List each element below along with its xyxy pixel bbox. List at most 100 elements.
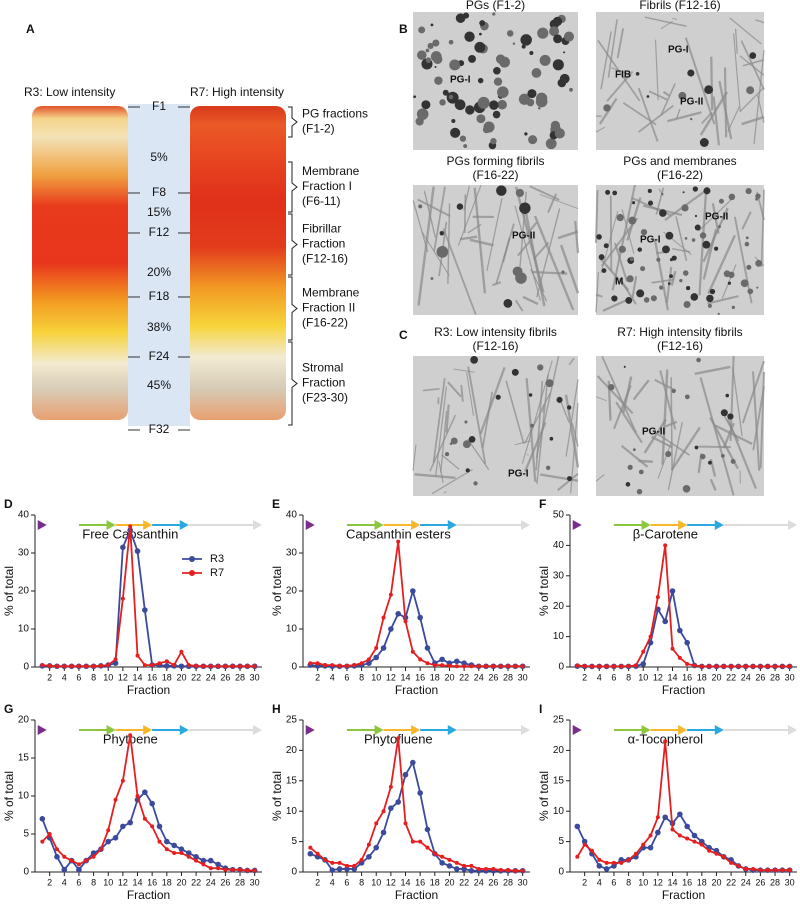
data-point [54,854,60,860]
y-axis-label: % of total [537,566,551,616]
x-tick-label: 2 [315,877,320,887]
y-tick-label: 25 [286,715,298,726]
data-point [691,832,698,839]
em-texture [499,56,510,68]
x-tick-label: 12 [386,877,396,887]
data-point [417,790,423,796]
series-line [576,741,790,872]
em-texture [553,34,563,44]
em-texture [718,198,724,204]
data-point [707,848,712,853]
data-point [655,595,660,600]
em-texture [497,99,507,110]
em-texture [545,138,557,150]
data-point [388,592,393,597]
data-point [619,664,624,669]
em-texture [665,420,678,428]
em-texture [726,418,757,490]
chart-title: β-Carotene [633,526,698,541]
y-tick-label: 20 [553,601,565,612]
legend-label: R3 [210,553,224,565]
em-texture [511,368,519,376]
data-point [684,823,690,830]
x-tick-label: 4 [597,672,602,682]
x-tick-label: 30 [518,877,528,887]
em-texture [442,89,449,96]
data-point [418,839,423,844]
series-line [41,735,255,872]
em-texture [667,421,683,491]
data-point [417,614,423,621]
em-texture [648,90,668,101]
em-texture [514,205,541,301]
em-texture [669,274,673,279]
data-point [662,618,668,625]
em-texture [625,482,631,487]
em-texture [468,55,476,63]
em-texture [616,213,624,222]
em-texture [669,258,674,262]
data-point [120,823,126,830]
data-point [469,664,474,669]
fraction-arrow-head [641,725,651,735]
em-texture [745,188,752,195]
em-texture [698,189,708,296]
em-texture [628,216,637,225]
data-point [238,867,243,872]
em-texture [526,453,529,456]
x-tick-label: 18 [430,672,440,682]
series-line [309,760,523,872]
em-image [596,356,764,496]
em-texture [427,42,434,50]
x-tick-label: 28 [770,672,780,682]
em-texture [515,188,524,198]
em-texture [734,28,738,54]
data-point [699,838,705,845]
y-tick-label: 20 [18,586,30,597]
em-texture [415,117,424,126]
data-point [468,867,475,874]
fraction-label: (F6-11) [302,194,340,208]
y-tick-label: 0 [23,867,29,878]
em-texture [417,198,451,218]
data-point [91,854,96,859]
em-texture [700,453,706,460]
data-point [626,857,631,862]
em-texture [526,98,535,107]
data-point [308,845,313,850]
data-point [366,657,371,662]
x-tick-label: 28 [770,877,780,887]
data-point [322,663,327,668]
data-point [201,862,206,867]
data-point [611,860,616,865]
data-point [410,759,416,766]
data-point [513,664,518,669]
data-point [575,854,580,859]
em-texture [421,100,431,110]
data-point [359,661,364,666]
em-texture [473,481,478,486]
em-texture [699,91,729,136]
y-tick-label: 0 [558,662,564,673]
x-tick-label: 14 [133,672,143,682]
em-texture [640,266,646,272]
data-point [366,842,371,847]
x-tick-label: 18 [697,672,707,682]
data-point [308,661,313,666]
data-point [112,660,119,666]
data-point [692,663,697,668]
em-texture [690,293,699,301]
x-tick-label: 24 [741,672,751,682]
em-texture [711,203,720,234]
series-line [577,545,790,668]
em-image [413,356,578,496]
em-texture [418,26,426,34]
y-tick-label: 20 [286,586,298,597]
em-texture [532,241,550,260]
em-texture [625,296,633,304]
em-texture [459,235,478,241]
series-line [41,790,255,872]
fraction-arrow-head [714,520,724,530]
data-point [640,661,647,667]
data-point [453,658,460,665]
